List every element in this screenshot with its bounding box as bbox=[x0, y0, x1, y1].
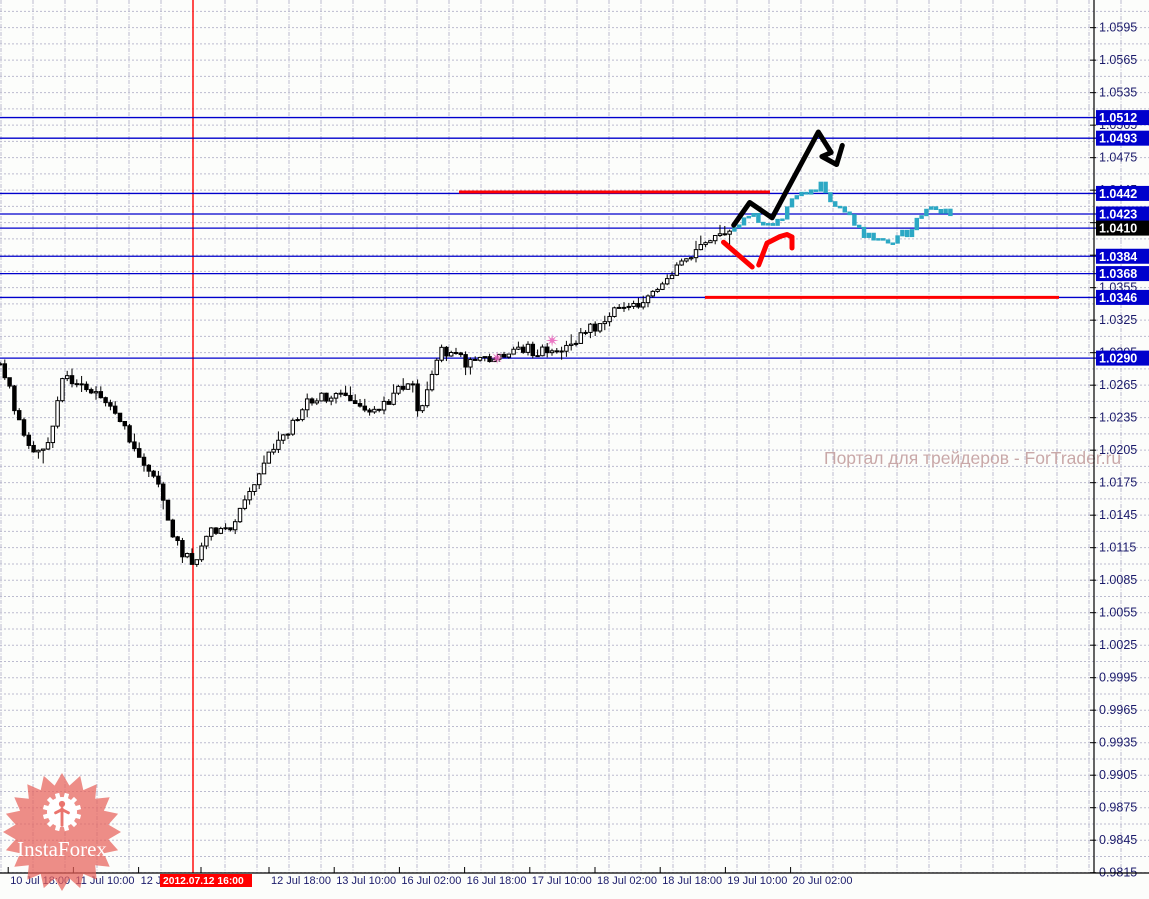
svg-text:1.0368: 1.0368 bbox=[1099, 267, 1137, 281]
svg-text:1.0442: 1.0442 bbox=[1099, 187, 1137, 201]
svg-text:0.9965: 0.9965 bbox=[1099, 703, 1137, 717]
svg-text:1.0346: 1.0346 bbox=[1099, 291, 1137, 305]
svg-text:1.0512: 1.0512 bbox=[1099, 111, 1137, 125]
svg-text:0.9905: 0.9905 bbox=[1099, 768, 1137, 782]
svg-text:1.0290: 1.0290 bbox=[1099, 352, 1137, 366]
svg-text:16 Jul 18:00: 16 Jul 18:00 bbox=[467, 875, 527, 887]
svg-text:2012.07.12 16:00: 2012.07.12 16:00 bbox=[163, 876, 244, 887]
svg-text:1.0384: 1.0384 bbox=[1099, 250, 1137, 264]
svg-text:1.0410: 1.0410 bbox=[1099, 222, 1137, 236]
svg-text:16 Jul 02:00: 16 Jul 02:00 bbox=[401, 875, 461, 887]
svg-text:0.9875: 0.9875 bbox=[1099, 801, 1137, 815]
svg-text:1.0595: 1.0595 bbox=[1099, 21, 1137, 35]
svg-text:1.0565: 1.0565 bbox=[1099, 53, 1137, 67]
svg-text:1.0325: 1.0325 bbox=[1099, 313, 1137, 327]
svg-text:12 Jul 18:00: 12 Jul 18:00 bbox=[271, 875, 331, 887]
svg-text:13 Jul 10:00: 13 Jul 10:00 bbox=[336, 875, 396, 887]
svg-text:1.0535: 1.0535 bbox=[1099, 86, 1137, 100]
svg-text:1.0085: 1.0085 bbox=[1099, 573, 1137, 587]
svg-text:18 Jul 18:00: 18 Jul 18:00 bbox=[662, 875, 722, 887]
svg-text:1.0475: 1.0475 bbox=[1099, 151, 1137, 165]
svg-text:1.0145: 1.0145 bbox=[1099, 508, 1137, 522]
svg-text:1.0235: 1.0235 bbox=[1099, 411, 1137, 425]
svg-text:19 Jul 10:00: 19 Jul 10:00 bbox=[727, 875, 787, 887]
svg-text:1.0175: 1.0175 bbox=[1099, 476, 1137, 490]
svg-text:1.0205: 1.0205 bbox=[1099, 443, 1137, 457]
svg-text:0.9935: 0.9935 bbox=[1099, 736, 1137, 750]
svg-text:0.9845: 0.9845 bbox=[1099, 833, 1137, 847]
svg-text:InstaForex: InstaForex bbox=[17, 837, 107, 861]
svg-text:0.9995: 0.9995 bbox=[1099, 671, 1137, 685]
svg-text:1.0423: 1.0423 bbox=[1099, 208, 1137, 222]
svg-text:20 Jul 02:00: 20 Jul 02:00 bbox=[793, 875, 853, 887]
svg-text:1.0265: 1.0265 bbox=[1099, 378, 1137, 392]
svg-text:Портал для трейдеров - ForTrad: Портал для трейдеров - ForTrader.ru bbox=[824, 448, 1121, 468]
svg-text:1.0055: 1.0055 bbox=[1099, 606, 1137, 620]
svg-text:11 Jul 10:00: 11 Jul 10:00 bbox=[75, 875, 134, 887]
svg-text:17 Jul 10:00: 17 Jul 10:00 bbox=[532, 875, 592, 887]
svg-text:1.0025: 1.0025 bbox=[1099, 638, 1137, 652]
svg-text:18 Jul 02:00: 18 Jul 02:00 bbox=[597, 875, 657, 887]
svg-text:1.0493: 1.0493 bbox=[1099, 132, 1137, 146]
svg-text:1.0115: 1.0115 bbox=[1099, 541, 1136, 555]
